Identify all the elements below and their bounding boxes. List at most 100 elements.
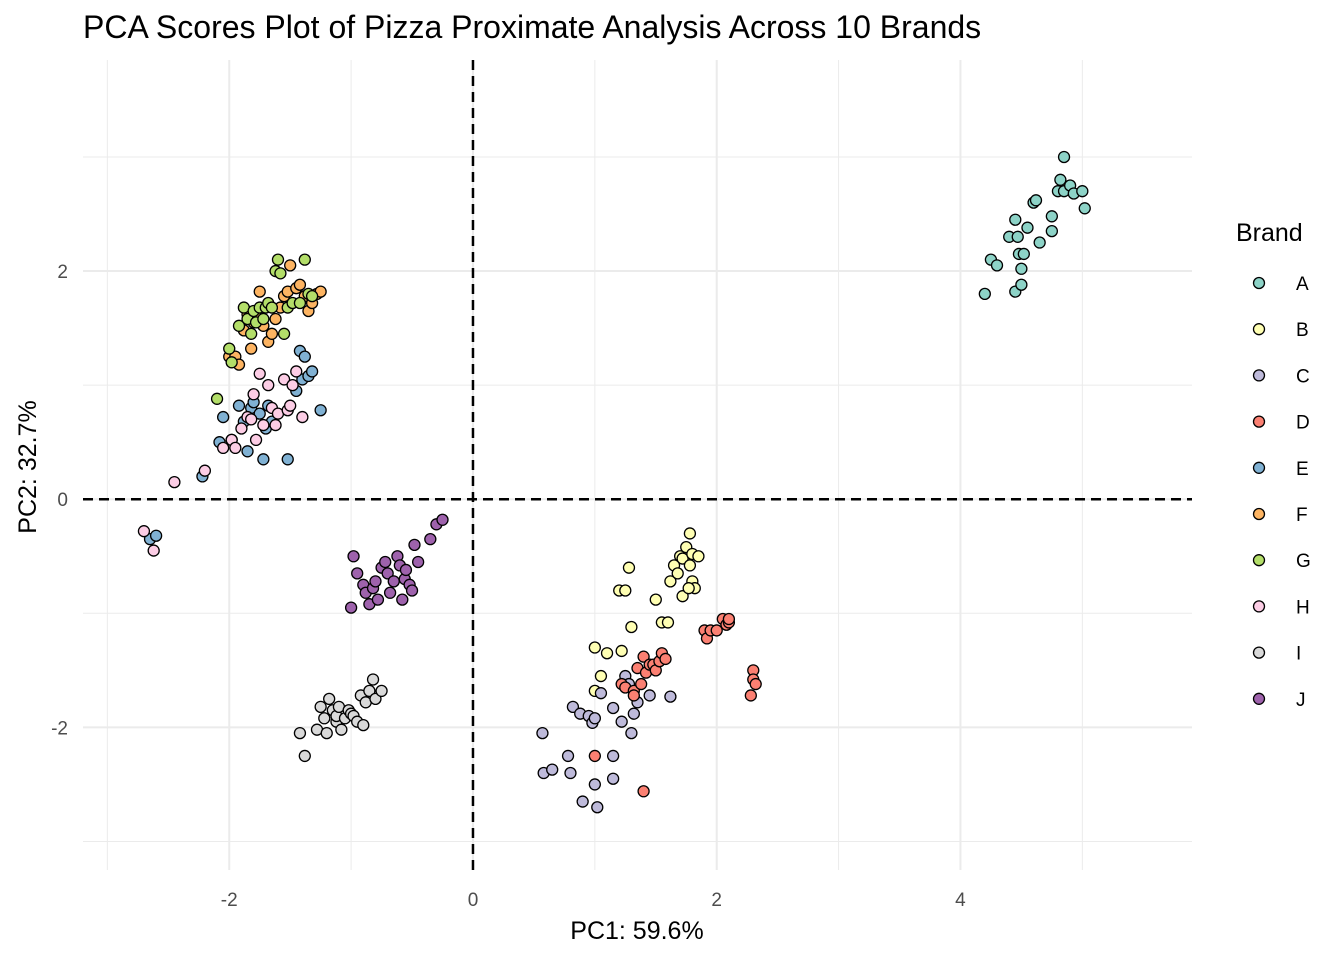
data-point: [379, 555, 392, 569]
data-point: [369, 692, 382, 706]
data-point: [369, 575, 382, 588]
data-point: [277, 373, 291, 386]
grid: [83, 60, 1192, 870]
chart-title: PCA Scores Plot of Pizza Proximate Analy…: [83, 9, 981, 45]
data-point: [536, 726, 549, 740]
legend-label-i: I: [1296, 644, 1301, 665]
data-point: [671, 567, 684, 580]
data-point: [1057, 150, 1071, 164]
legend-key-g: [1252, 554, 1266, 567]
data-point: [600, 647, 614, 660]
data-point: [257, 418, 270, 432]
y-tick-label: 0: [57, 490, 68, 511]
data-point: [710, 624, 723, 637]
data-point: [375, 684, 388, 698]
data-point: [344, 601, 358, 614]
data-point: [591, 801, 604, 814]
data-point: [293, 278, 307, 291]
data-point: [262, 378, 275, 392]
legend-key-h: [1252, 600, 1266, 613]
x-tick-label: 4: [955, 890, 966, 911]
series-a: [978, 150, 1091, 301]
data-point: [323, 692, 336, 706]
legend-key-e: [1252, 461, 1266, 474]
data-point: [594, 669, 608, 683]
x-tick-label: 2: [711, 890, 722, 911]
data-point: [643, 689, 656, 702]
legend-key-f: [1252, 507, 1266, 521]
data-point: [606, 749, 620, 763]
legend-key-a: [1252, 276, 1266, 290]
data-point: [253, 367, 266, 380]
legend-key-c: [1252, 369, 1266, 382]
data-point: [296, 410, 309, 424]
series-h: [137, 365, 309, 557]
data-point: [168, 475, 181, 489]
data-point: [411, 555, 425, 569]
data-point: [245, 327, 258, 340]
data-points: [137, 150, 1091, 814]
data-point: [305, 365, 319, 378]
data-point: [627, 689, 640, 702]
data-point: [1045, 224, 1059, 238]
data-point: [265, 327, 279, 340]
data-point: [284, 259, 297, 272]
data-point: [664, 690, 677, 703]
data-point: [347, 550, 360, 563]
x-axis-ticks: -2 0 2 4: [221, 890, 966, 911]
data-point: [247, 388, 260, 401]
y-tick-label: -2: [51, 718, 68, 739]
series-g: [210, 253, 319, 405]
data-point: [546, 763, 559, 776]
data-point: [257, 453, 270, 466]
data-point: [225, 356, 238, 369]
data-point: [245, 342, 258, 355]
data-point: [606, 772, 620, 785]
data-point: [1015, 278, 1028, 291]
data-point: [314, 404, 327, 417]
y-tick-label: 2: [57, 262, 68, 283]
data-point: [320, 726, 333, 740]
data-point: [149, 529, 163, 542]
data-point: [277, 327, 291, 340]
data-point: [635, 677, 648, 691]
data-point: [659, 652, 672, 666]
data-point: [232, 399, 246, 412]
data-point: [682, 582, 695, 595]
data-point: [676, 590, 689, 603]
legend-label-a: A: [1296, 274, 1309, 295]
data-point: [637, 650, 650, 663]
data-point: [1017, 247, 1030, 261]
data-point: [235, 422, 248, 435]
data-point: [606, 701, 620, 715]
data-point: [978, 287, 991, 301]
data-point: [293, 726, 307, 740]
data-point: [284, 399, 297, 412]
data-point: [249, 433, 263, 447]
x-tick-label: -2: [221, 890, 238, 911]
data-point: [357, 718, 370, 732]
series-b: [588, 527, 705, 698]
data-point: [749, 677, 762, 691]
data-point: [257, 312, 270, 326]
data-point: [683, 559, 697, 572]
y-axis-title: PC2: 32.7%: [14, 400, 42, 533]
data-point: [615, 715, 628, 728]
data-point: [561, 749, 575, 763]
data-point: [387, 575, 400, 588]
legend-label-d: D: [1296, 413, 1310, 434]
data-point: [305, 290, 319, 303]
legend-label-j: J: [1296, 690, 1306, 711]
data-point: [318, 712, 331, 725]
data-point: [298, 350, 311, 363]
data-point: [664, 575, 677, 588]
legend-label-f: F: [1296, 505, 1308, 526]
data-point: [619, 584, 632, 597]
data-point: [245, 413, 258, 426]
data-point: [424, 533, 437, 546]
legend-label-h: H: [1296, 597, 1310, 618]
data-point: [351, 567, 364, 580]
data-point: [371, 593, 385, 606]
data-point: [269, 312, 282, 326]
